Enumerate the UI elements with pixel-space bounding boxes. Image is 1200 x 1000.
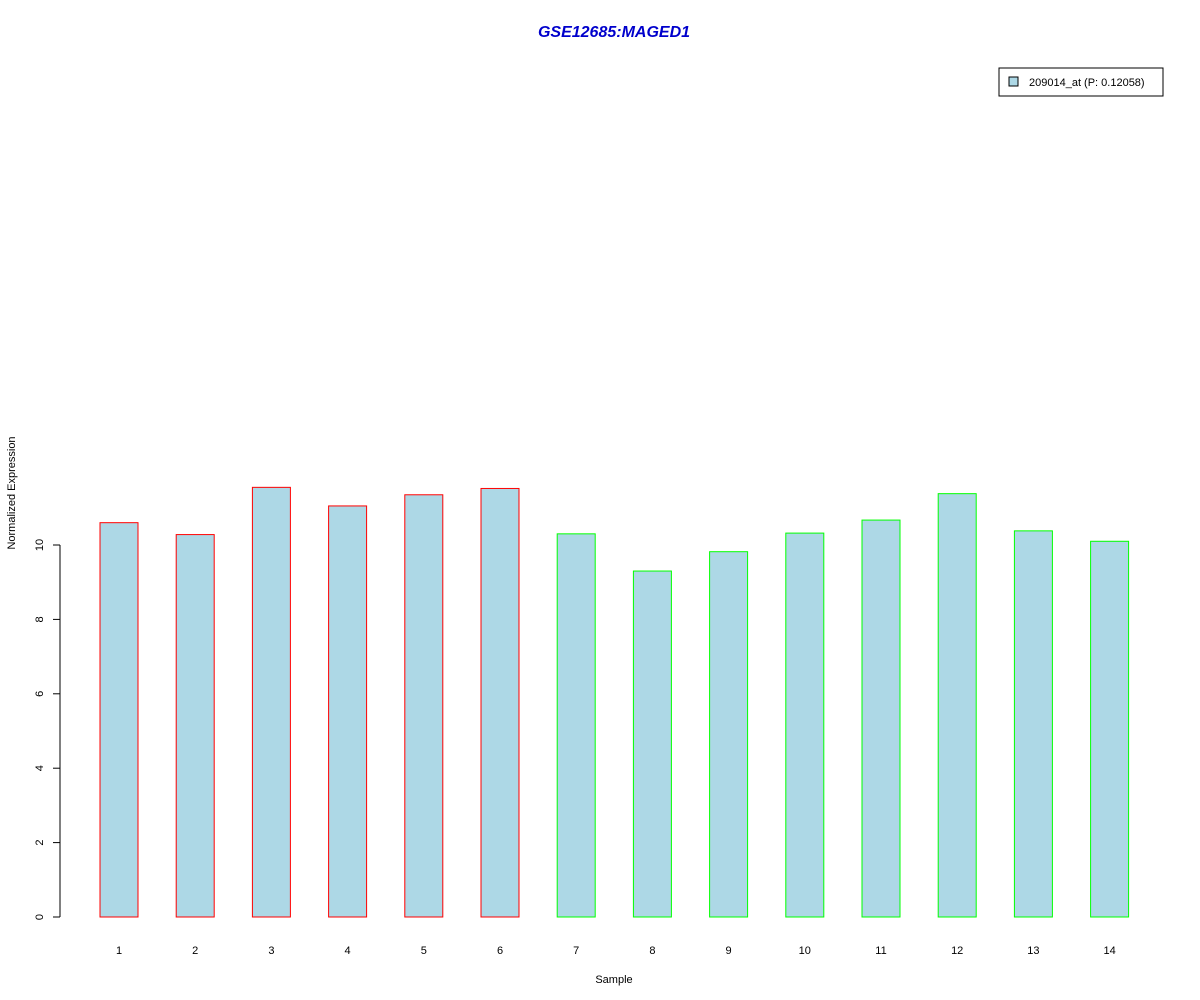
bars-group [100,487,1129,917]
x-tick-label: 3 [268,945,274,957]
x-tick-label: 1 [116,945,122,957]
x-tick-label: 13 [1027,945,1039,957]
bar [405,495,443,917]
chart-title: GSE12685:MAGED1 [538,24,690,41]
y-axis: 0 2 4 6 8 10 [34,539,60,920]
y-tick-label: 8 [34,616,46,622]
x-tick-label: 14 [1103,945,1115,957]
bar [252,487,290,917]
y-axis-label: Normalized Expression [6,436,18,549]
x-tick-labels: 1 2 3 4 5 6 7 8 9 10 11 12 13 14 [116,945,1116,957]
bar [938,494,976,917]
x-tick-label: 4 [345,945,351,957]
bar [633,571,671,917]
bar [557,534,595,917]
bar [1014,531,1052,917]
bar [100,523,138,917]
y-tick-label: 2 [34,840,46,846]
bar [1091,541,1129,917]
bar [710,552,748,917]
y-tick-label: 4 [34,765,46,771]
legend-label: 209014_at (P: 0.12058) [1029,77,1145,89]
x-tick-label: 11 [875,945,886,957]
y-tick-label: 10 [34,539,46,551]
x-tick-label: 2 [192,945,198,957]
x-axis-label: Sample [595,974,632,986]
bar [481,488,519,917]
y-tick-label: 0 [34,914,46,920]
bar [176,535,214,917]
legend: 209014_at (P: 0.12058) [999,68,1163,96]
x-tick-label: 12 [951,945,963,957]
bar [329,506,367,917]
bar [786,533,824,917]
x-tick-label: 7 [573,945,579,957]
x-tick-label: 10 [799,945,811,957]
legend-swatch [1009,77,1018,86]
bar [862,520,900,917]
y-tick-label: 6 [34,691,46,697]
x-tick-label: 6 [497,945,503,957]
x-tick-label: 5 [421,945,427,957]
x-tick-label: 8 [649,945,655,957]
x-tick-label: 9 [726,945,732,957]
